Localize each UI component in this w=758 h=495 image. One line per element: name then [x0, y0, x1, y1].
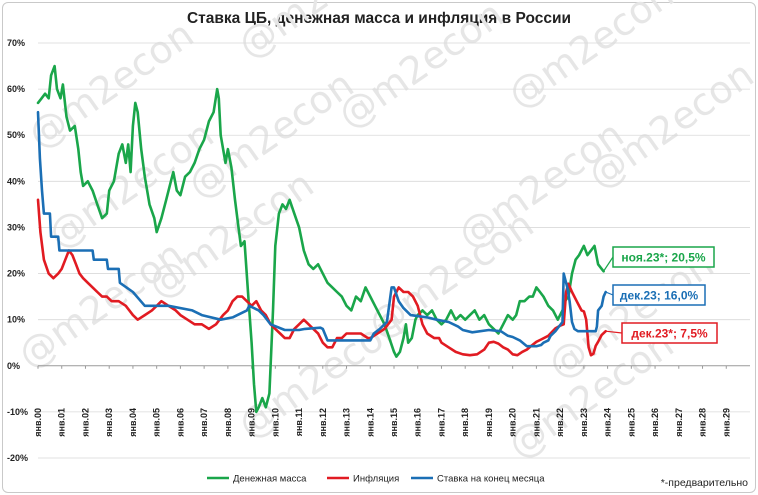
series-line-1 — [36, 198, 607, 357]
x-tick-label: янв.21 — [531, 408, 541, 437]
x-tick-label: янв.13 — [342, 408, 352, 437]
callout-box — [612, 284, 706, 306]
callouts: ноя.23*; 20,5% дек.23; 16,0% дек.23*; 7,5% — [603, 246, 718, 344]
watermark-text: @m2econ — [500, 0, 682, 117]
x-tick-label: янв.23 — [579, 408, 589, 437]
x-tick-label: янв.16 — [413, 408, 423, 437]
chart-title: Ставка ЦБ, денежная масса и инфляция в Р… — [186, 10, 572, 27]
y-tick-label: 0% — [7, 361, 20, 371]
x-tick-label: янв.25 — [626, 408, 636, 437]
x-tick-label: янв.22 — [555, 408, 565, 437]
x-tick-label: янв.14 — [365, 408, 375, 437]
legend-label: Инфляция — [353, 474, 399, 485]
y-tick-label: -10% — [7, 407, 28, 417]
x-tick-label: янв.18 — [460, 408, 470, 437]
x-tick-label: янв.12 — [318, 408, 328, 437]
x-tick-label: янв.09 — [247, 408, 257, 437]
watermark-text: @m2econ — [230, 0, 412, 67]
watermark-layer: @m2econ@m2econ@m2econ @m2econ@m2econ@m2ec… — [10, 0, 758, 467]
y-axis-ticks: 70% 60% 50% 40% 30% 20% 10% 0% -10% -20% — [7, 38, 28, 463]
x-tick-label: янв.17 — [436, 408, 446, 437]
y-tick-label: 10% — [7, 315, 25, 325]
x-tick-label: янв.10 — [270, 408, 280, 437]
y-tick-label: -20% — [7, 453, 28, 463]
series-lines — [36, 64, 607, 414]
callout-leader — [603, 256, 614, 272]
x-tick-label: янв.08 — [223, 408, 233, 437]
x-tick-label: янв.28 — [698, 408, 708, 437]
x-tick-label: янв.15 — [389, 408, 399, 437]
series-line-0 — [36, 64, 605, 414]
x-tick-label: янв.05 — [152, 408, 162, 437]
x-tick-label: янв.20 — [508, 408, 518, 437]
callout-box — [621, 322, 718, 344]
x-tick-label: янв.02 — [80, 408, 90, 437]
x-tick-label: янв.00 — [33, 408, 43, 437]
x-axis-ticks: янв.00 янв.01 янв.02 янв.03 янв.04 янв.05 янв.… — [33, 365, 731, 437]
legend: Денежная масса Инфляция Ставка на конец ме… — [207, 474, 545, 485]
y-tick-label: 20% — [7, 269, 25, 279]
callout-leader — [605, 330, 623, 334]
y-tick-label: 40% — [7, 176, 25, 186]
callout-leader — [605, 291, 614, 296]
x-tick-label: янв.19 — [484, 408, 494, 437]
watermark-text: @m2econ — [330, 0, 512, 137]
x-tick-label: янв.11 — [294, 408, 304, 436]
y-tick-label: 30% — [7, 222, 25, 232]
x-tick-label: янв.01 — [57, 408, 67, 437]
callout-box — [612, 246, 715, 268]
x-tick-label: янв.06 — [175, 408, 185, 437]
x-tick-label: янв.24 — [603, 408, 613, 437]
y-tick-label: 50% — [7, 130, 25, 140]
callout-label: дек.23; 16,0% — [620, 289, 699, 303]
x-tick-label: янв.29 — [721, 408, 731, 437]
footnote: *-предварительно — [660, 477, 748, 489]
y-tick-label: 60% — [7, 84, 25, 94]
callout-label: дек.23*; 7,5% — [631, 327, 708, 341]
x-tick-label: янв.26 — [650, 408, 660, 437]
series-line-2 — [36, 110, 607, 348]
x-tick-label: янв.03 — [104, 408, 114, 437]
x-tick-label: янв.27 — [674, 408, 684, 437]
x-tick-label: янв.07 — [199, 408, 209, 437]
y-tick-label: 70% — [7, 38, 25, 48]
callout-label: ноя.23*; 20,5% — [621, 251, 705, 265]
legend-label: Денежная масса — [233, 474, 307, 485]
x-tick-label: янв.04 — [128, 408, 138, 437]
legend-label: Ставка на конец месяца — [437, 474, 545, 485]
